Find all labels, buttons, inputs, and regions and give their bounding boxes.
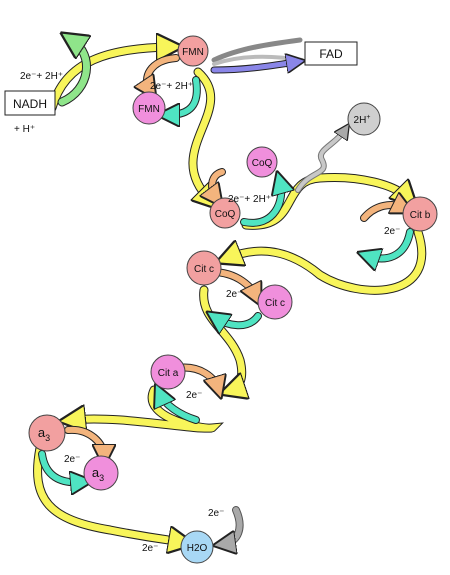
label-h2o-e-left: 2e⁻ [142, 543, 158, 554]
fad-label: FAD [319, 47, 343, 61]
node-cit-c-reduced: Cit c [187, 251, 221, 285]
node-cit-b: Cit b [403, 197, 437, 231]
svg-text:Cit c: Cit c [194, 264, 214, 275]
node-a3-reduced: a3 [84, 456, 118, 490]
label-citc-e: 2e⁻ [226, 289, 242, 300]
label-fmn-products: 2e⁻+ 2H⁺ [150, 81, 193, 92]
label-a3-e: 2e⁻ [64, 454, 80, 465]
svg-text:Cit c: Cit c [265, 298, 285, 309]
node-coq-oxidized: CoQ [247, 147, 277, 177]
fad-box: FAD [305, 42, 357, 65]
label-h-plus: + H⁺ [14, 124, 35, 135]
label-coq-products: 2e⁻+ 2H⁺ [228, 194, 271, 205]
purple-arrow-fad [214, 62, 296, 70]
svg-text:H2O: H2O [187, 543, 208, 554]
node-fmn-oxidized: FMN [178, 36, 208, 66]
node-a3-oxidized: a3 [29, 415, 65, 451]
svg-text:CoQ: CoQ [252, 158, 273, 169]
label-cita-e: 2e⁻ [186, 390, 202, 401]
node-h2o: H2O [181, 531, 213, 563]
svg-text:Cit a: Cit a [158, 368, 179, 379]
nadh-label: NADH [13, 97, 47, 111]
node-2h-plus: 2H+ [348, 103, 380, 135]
svg-text:FMN: FMN [138, 104, 160, 115]
svg-text:Cit b: Cit b [410, 210, 431, 221]
node-cit-a: Cit a [151, 355, 185, 389]
label-citb-e: 2e⁻ [384, 226, 400, 237]
svg-text:FMN: FMN [182, 47, 204, 58]
svg-text:CoQ: CoQ [215, 209, 236, 220]
label-nadh-products: 2e⁻+ 2H⁺ [20, 71, 63, 82]
node-cit-c-oxidized: Cit c [258, 285, 292, 319]
node-fmn-reduced: FMN [133, 92, 165, 124]
label-h2o-e-top: 2e⁻ [208, 508, 224, 519]
nadh-box: NADH [5, 91, 55, 115]
